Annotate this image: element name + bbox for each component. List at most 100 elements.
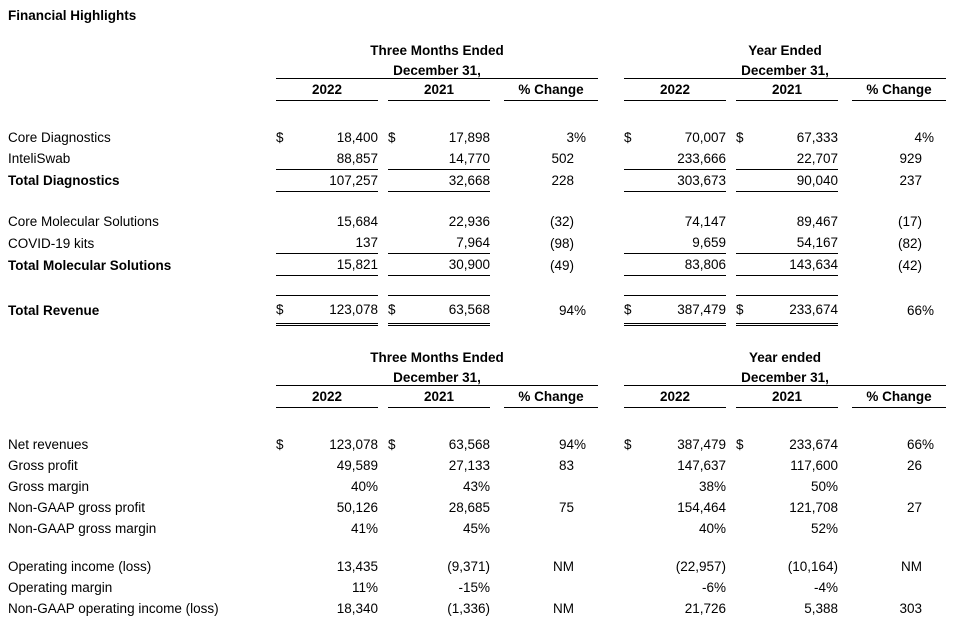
value-year-2022: 70,007 — [684, 129, 727, 145]
currency-symbol: $ — [276, 436, 284, 452]
col-header-pct-change: % Change — [504, 78, 599, 101]
row-operating-margin: Operating margin 11% -15% -6% -4% — [8, 577, 946, 598]
period-header-three-months: Three Months Ended — [370, 43, 504, 58]
currency-symbol: $ — [388, 436, 396, 452]
row-label: Total Molecular Solutions — [8, 257, 172, 273]
value-3mo-2021: 14,770 — [408, 147, 490, 170]
row-total-diagnostics: Total Diagnostics 107,257 32,668 228 303… — [8, 169, 946, 192]
row-core-molecular-solutions: Core Molecular Solutions 15,684 22,936 (… — [8, 211, 946, 232]
pct-change-year: (82) — [898, 235, 923, 251]
row-label: Total Revenue — [8, 302, 100, 318]
row-label: Net revenues — [8, 436, 89, 452]
currency-symbol: $ — [736, 129, 744, 145]
value-year-2021: 121,708 — [789, 499, 839, 515]
value-year-2021: 52% — [810, 520, 839, 536]
col-header-2021: 2021 — [388, 78, 490, 101]
row-operating-income-loss: Operating income (loss) 13,435 (9,371) N… — [8, 556, 946, 577]
row-gross-profit: Gross profit 49,589 27,133 83 147,637 11… — [8, 455, 946, 476]
value-year-2022: 154,464 — [677, 499, 727, 515]
currency-symbol: $ — [624, 436, 632, 452]
date-subheader-year: December 31, — [624, 368, 947, 386]
pct-change-3mo: 3 — [566, 129, 574, 145]
pct-change-year: (17) — [898, 214, 923, 229]
percent-sign: % — [922, 129, 935, 145]
value-3mo-2022: 15,821 — [296, 253, 378, 276]
value-3mo-2022: 123,078 — [296, 295, 378, 326]
row-label: InteliSwab — [8, 151, 71, 166]
value-year-2021: 90,040 — [756, 169, 839, 192]
value-year-2022: 147,637 — [677, 457, 727, 473]
value-3mo-2021: (1,336) — [447, 600, 490, 616]
pct-change-year: 66 — [906, 302, 923, 318]
pct-change-3mo: 83 — [558, 457, 574, 473]
pct-change-year: 929 — [899, 151, 923, 166]
col-header-2021: 2021 — [736, 78, 839, 101]
percent-sign: % — [922, 436, 935, 452]
value-3mo-2022: 88,857 — [296, 147, 378, 170]
pct-change-3mo: NM — [553, 600, 574, 616]
pct-change-3mo: NM — [553, 558, 574, 574]
value-year-2021: 89,467 — [796, 214, 839, 229]
row-covid-19-kits: COVID-19 kits 137 7,964 (98) 9,659 54,16… — [8, 232, 946, 254]
row-total-molecular-solutions: Total Molecular Solutions 15,821 30,900 … — [8, 253, 946, 276]
value-3mo-2021: 32,668 — [408, 169, 490, 192]
value-year-2021: 117,600 — [790, 457, 839, 473]
value-year-2022: 21,726 — [684, 600, 727, 616]
value-3mo-2022: 137 — [296, 232, 378, 254]
pct-change-3mo: (32) — [549, 214, 574, 229]
value-year-2022: -6% — [702, 579, 727, 595]
row-label: Gross profit — [8, 457, 78, 473]
period-header-three-months: Three Months Ended — [370, 350, 504, 365]
value-year-2022: 303,673 — [644, 169, 727, 192]
col-header-pct-change: % Change — [852, 78, 947, 101]
value-3mo-2021: 43% — [462, 478, 490, 494]
value-year-2021: 54,167 — [756, 232, 839, 254]
value-3mo-2021: (9,371) — [447, 558, 490, 574]
value-year-2022: (22,957) — [675, 558, 727, 574]
value-year-2022: 83,806 — [644, 253, 727, 276]
value-year-2021: 143,634 — [756, 253, 839, 276]
value-3mo-2021: 28,685 — [448, 499, 490, 515]
value-year-2021: 5,388 — [804, 600, 839, 616]
currency-symbol: $ — [388, 129, 396, 145]
value-3mo-2021: -15% — [458, 579, 490, 595]
currency-symbol: $ — [736, 295, 757, 326]
pct-change-3mo: 502 — [551, 151, 574, 166]
row-non-gaap-gross-margin: Non-GAAP gross margin 41% 45% 40% 52% — [8, 518, 946, 539]
percent-sign: % — [574, 302, 587, 318]
value-year-2022: 387,479 — [677, 436, 727, 452]
value-year-2021: 50% — [810, 478, 839, 494]
pct-change-year: 27 — [906, 499, 923, 515]
value-year-2021: -4% — [814, 579, 839, 595]
period-header-year: Year ended — [749, 350, 822, 365]
value-year-2022: 9,659 — [644, 232, 727, 254]
value-3mo-2021: 27,133 — [448, 457, 490, 473]
date-subheader-three-months: December 31, — [276, 368, 599, 386]
revenue-breakdown-table: Three Months Ended Year Ended December 3… — [8, 40, 947, 326]
column-header-row: 2022 2021 % Change 2022 2021 % Change — [8, 78, 947, 101]
row-label: Non-GAAP gross margin — [8, 520, 157, 536]
value-3mo-2022: 13,435 — [336, 558, 378, 574]
currency-symbol: $ — [624, 295, 645, 326]
pct-change-year: 66 — [906, 436, 923, 452]
pct-change-3mo: (98) — [549, 235, 574, 251]
col-header-2022: 2022 — [276, 385, 378, 408]
value-3mo-2022: 107,257 — [296, 169, 378, 192]
value-3mo-2021: 17,898 — [448, 129, 490, 145]
value-3mo-2021: 30,900 — [408, 253, 490, 276]
pct-change-year: 26 — [906, 457, 923, 473]
row-inteliswab: InteliSwab 88,857 14,770 502 233,666 22,… — [8, 147, 946, 170]
value-year-2022: 387,479 — [644, 295, 727, 326]
row-label: Total Diagnostics — [8, 173, 120, 188]
row-label: Core Molecular Solutions — [8, 214, 159, 229]
value-3mo-2021: 63,568 — [448, 436, 490, 452]
value-year-2021: 22,707 — [756, 147, 839, 170]
value-3mo-2022: 41% — [350, 520, 378, 536]
row-net-revenues: Net revenues $ 123,078 $ 63,568 94 % $ 3… — [8, 434, 946, 455]
pct-change-3mo: 228 — [551, 173, 574, 188]
pct-change-3mo: (49) — [549, 257, 574, 273]
value-3mo-2022: 49,589 — [336, 457, 378, 473]
value-year-2022: 38% — [698, 478, 727, 494]
pct-change-3mo: 75 — [558, 499, 574, 515]
